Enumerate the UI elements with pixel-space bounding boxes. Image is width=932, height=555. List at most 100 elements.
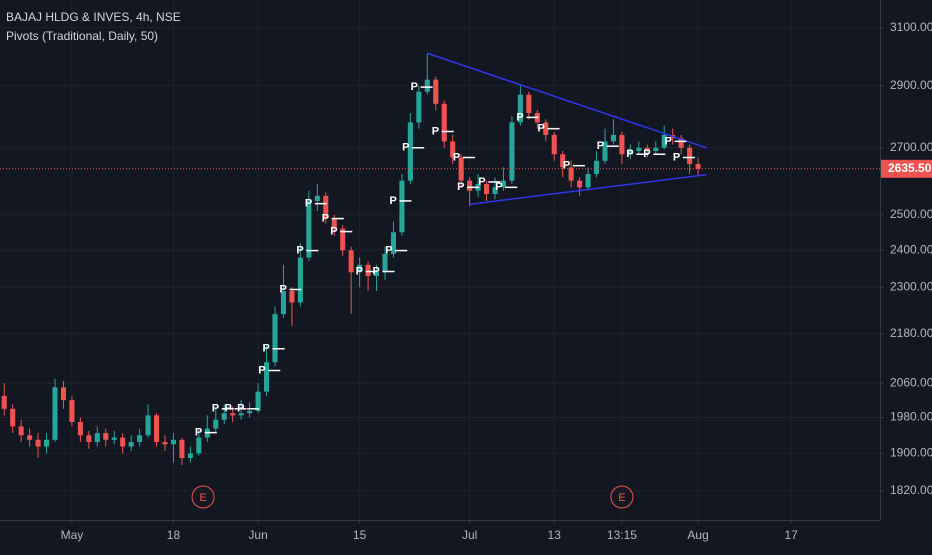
candle-body [35,439,41,447]
y-tick-label: 2500.00 [890,207,932,221]
x-tick-label: 18 [167,528,181,542]
pivot-label: P [597,140,604,152]
candle-body [297,257,303,303]
pivot-label: P [664,135,671,147]
candle-body [187,453,193,459]
candle-body [560,154,566,168]
candle-body [154,415,160,443]
chart-title: BAJAJ HLDG & INVES, 4h, NSE [6,10,181,24]
y-tick-label: 2400.00 [890,242,932,256]
pivot-label: P [258,364,265,376]
candle-body [619,134,625,155]
candle-body [636,147,642,152]
candle-body [551,134,557,155]
y-tick-label: 1980.00 [890,410,932,424]
candle-body [196,437,202,454]
y-tick-label: 2180.00 [890,326,932,340]
candle-body [543,122,549,135]
x-tick-label: Jun [248,528,267,542]
candle-body [314,195,320,201]
candle-body [280,291,286,315]
candle-body [467,180,473,191]
candle-body [255,391,261,411]
candle-body [323,195,329,219]
x-tick-label: 13 [548,528,562,542]
indicator-label: Pivots (Traditional, Daily, 50) [6,29,158,43]
candle-body [517,94,523,123]
y-tick-label: 1820.00 [890,483,932,497]
candle-body [644,147,650,152]
candle-body [238,413,244,416]
candle-body [306,200,312,258]
pivot-label: P [478,176,485,188]
y-tick-label: 3100.00 [890,20,932,34]
candle-body [399,180,405,233]
pivot-label: P [330,225,337,237]
pivot-label: P [495,181,502,193]
pivot-label: P [538,123,545,135]
event-label: E [199,492,206,504]
candle-body [594,160,600,174]
candle-body [230,413,236,416]
candle-body [128,442,134,447]
trendline [469,173,707,206]
candle-body [18,426,24,436]
pivot-label: P [224,403,231,415]
pivot-label: P [389,195,396,207]
x-tick-label: May [61,528,84,542]
candle-body [390,232,396,254]
candle-body [687,147,693,165]
x-tick-label: Aug [687,528,708,542]
pivot-label: P [237,403,244,415]
candle-body [111,437,117,440]
candle-body [340,228,346,251]
pivot-label: P [356,265,363,277]
pivot-label: P [402,142,409,154]
candle-body [44,439,50,447]
candle-body [653,147,659,152]
candle-body [52,387,58,440]
pivot-label: P [673,151,680,163]
candle-body [179,439,185,459]
pivot-label: P [516,111,523,123]
event-label: E [618,492,625,504]
candle-body [1,395,7,409]
candle-body [86,435,92,443]
candle-body [357,264,363,273]
candle-body [492,187,498,195]
candle-body [526,94,532,114]
pivot-label: P [305,198,312,210]
candle-body [60,387,66,401]
candle-body [568,167,574,181]
candle-body [610,134,616,142]
pivot-label: P [322,212,329,224]
candle-body [348,250,354,273]
candle-body [458,157,464,181]
candle-body [10,408,16,427]
candle-body [221,413,227,420]
pivot-label: P [263,343,270,355]
candle-body [627,151,633,155]
pivot-label: P [643,148,650,160]
candle-body [145,415,151,436]
candle-body [484,183,490,195]
candle-body [162,442,168,445]
pivot-label: P [432,125,439,137]
pivot-label: P [457,181,464,193]
y-tick-label: 2700.00 [890,140,932,154]
candle-body [441,103,447,142]
candle-body [137,435,143,443]
x-tick-label: Jul [462,528,477,542]
grid [0,0,880,520]
event-marker [191,485,215,509]
candle-body [678,138,684,148]
last-price-box [881,159,932,178]
pivot-label: P [296,244,303,256]
x-tick-label: 17 [784,528,798,542]
candle-body [69,400,75,422]
candle-body [585,173,591,188]
candle-body [264,362,270,392]
candle-body [272,314,278,363]
